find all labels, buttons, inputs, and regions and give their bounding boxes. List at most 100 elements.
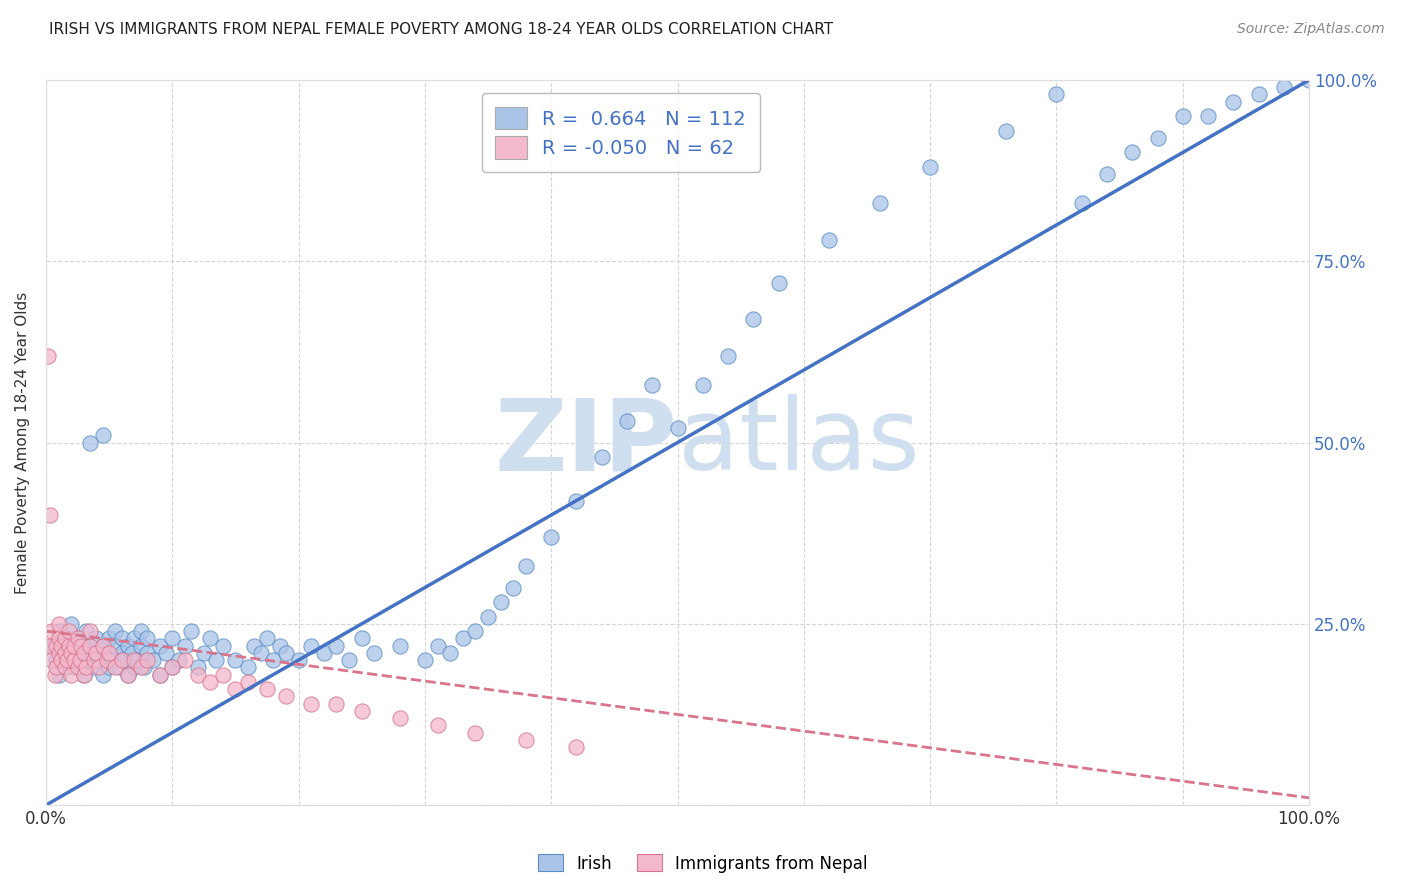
Point: [48, 667, 70, 681]
Point: [167, 653, 190, 667]
Point: [287, 653, 309, 667]
Point: [73, 667, 96, 681]
Point: [117, 667, 139, 681]
Point: [451, 632, 474, 646]
Point: [70, 653, 93, 667]
Point: [108, 660, 131, 674]
Point: [1095, 167, 1118, 181]
Point: [75, 624, 97, 638]
Point: [60, 639, 83, 653]
Point: [48, 646, 70, 660]
Point: [224, 653, 246, 667]
Point: [243, 639, 266, 653]
Point: [464, 725, 486, 739]
Point: [53, 632, 76, 646]
Point: [79, 639, 101, 653]
Point: [187, 667, 209, 681]
Point: [477, 609, 499, 624]
Point: [49, 639, 72, 653]
Point: [262, 653, 284, 667]
Point: [111, 632, 134, 646]
Point: [350, 632, 373, 646]
Point: [53, 660, 76, 674]
Point: [136, 653, 159, 667]
Point: [58, 639, 80, 653]
Point: [58, 653, 80, 667]
Legend: Irish, Immigrants from Nepal: Irish, Immigrants from Nepal: [531, 847, 875, 880]
Point: [66, 632, 89, 646]
Point: [100, 653, 122, 667]
Point: [464, 624, 486, 638]
Point: [48, 624, 70, 638]
Point: [692, 377, 714, 392]
Point: [124, 660, 146, 674]
Point: [124, 632, 146, 646]
Point: [56, 653, 79, 667]
Point: [1146, 131, 1168, 145]
Point: [66, 660, 89, 674]
Point: [87, 660, 110, 674]
Point: [149, 667, 172, 681]
Point: [198, 632, 221, 646]
Point: [205, 653, 228, 667]
Point: [104, 660, 127, 674]
Point: [44, 667, 66, 681]
Point: [1121, 145, 1143, 160]
Point: [86, 632, 108, 646]
Point: [426, 718, 449, 732]
Point: [149, 639, 172, 653]
Point: [83, 660, 105, 674]
Point: [256, 681, 278, 696]
Point: [211, 639, 233, 653]
Point: [117, 639, 139, 653]
Point: [91, 667, 114, 681]
Text: ZIP: ZIP: [495, 394, 678, 491]
Point: [60, 667, 83, 681]
Point: [274, 646, 297, 660]
Point: [269, 639, 291, 653]
Point: [616, 414, 638, 428]
Point: [134, 660, 156, 674]
Point: [87, 653, 110, 667]
Text: Source: ZipAtlas.com: Source: ZipAtlas.com: [1237, 22, 1385, 37]
Point: [62, 653, 84, 667]
Point: [388, 711, 411, 725]
Point: [86, 646, 108, 660]
Point: [79, 653, 101, 667]
Point: [187, 660, 209, 674]
Point: [73, 639, 96, 653]
Point: [79, 435, 101, 450]
Point: [717, 349, 740, 363]
Point: [91, 428, 114, 442]
Point: [86, 646, 108, 660]
Point: [98, 632, 121, 646]
Point: [124, 653, 146, 667]
Point: [274, 690, 297, 704]
Point: [502, 581, 524, 595]
Point: [388, 639, 411, 653]
Point: [60, 616, 83, 631]
Point: [38, 508, 60, 522]
Point: [91, 639, 114, 653]
Point: [350, 704, 373, 718]
Point: [1272, 80, 1295, 95]
Point: [136, 632, 159, 646]
Point: [1222, 95, 1244, 109]
Point: [818, 232, 841, 246]
Point: [49, 646, 72, 660]
Point: [312, 646, 335, 660]
Point: [112, 653, 135, 667]
Point: [75, 660, 97, 674]
Point: [83, 653, 105, 667]
Point: [299, 639, 322, 653]
Point: [117, 667, 139, 681]
Point: [325, 697, 347, 711]
Point: [38, 639, 60, 653]
Point: [121, 646, 143, 660]
Point: [180, 624, 202, 638]
Point: [1171, 109, 1194, 123]
Point: [426, 639, 449, 653]
Point: [49, 653, 72, 667]
Point: [249, 646, 271, 660]
Point: [62, 660, 84, 674]
